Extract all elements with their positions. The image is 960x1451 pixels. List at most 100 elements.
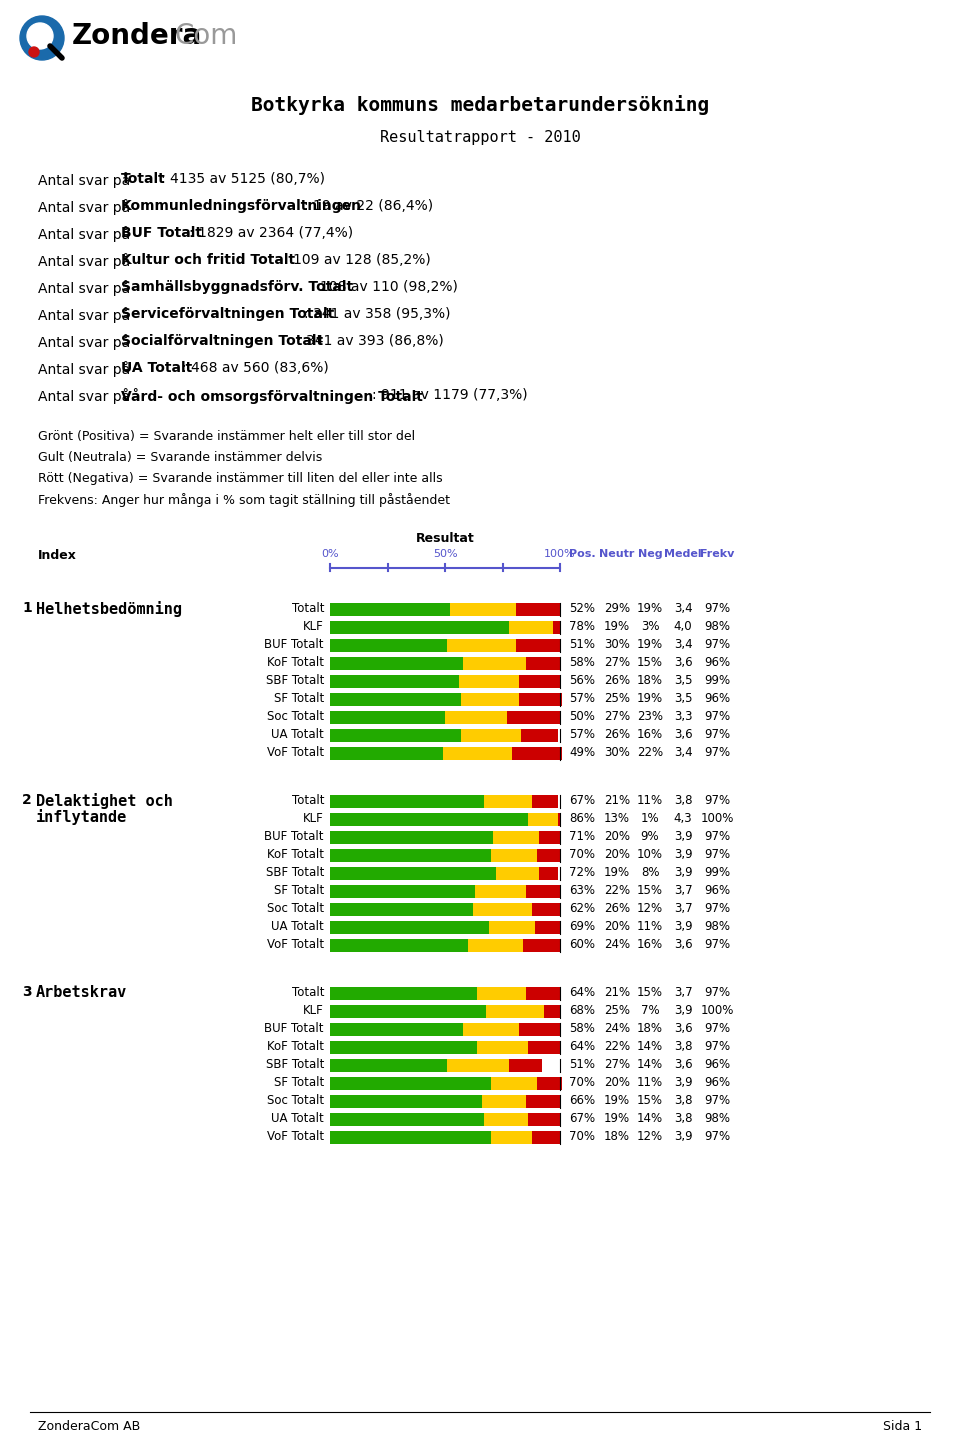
Text: BUF Totalt: BUF Totalt [265, 830, 324, 843]
Text: 4,0: 4,0 [674, 620, 692, 633]
Text: 97%: 97% [704, 746, 730, 759]
Text: 20%: 20% [604, 847, 630, 860]
Text: 96%: 96% [704, 692, 730, 705]
Bar [525, 1096, 560, 1109]
Text: 70%: 70% [569, 847, 595, 860]
Circle shape [20, 16, 64, 59]
Text: 58%: 58% [569, 656, 595, 669]
Bar [330, 1023, 464, 1036]
Text: Antal svar på: Antal svar på [38, 361, 134, 377]
Bar [459, 675, 518, 688]
Bar [330, 711, 445, 724]
Bar [330, 813, 528, 826]
Text: 24%: 24% [604, 1022, 630, 1035]
Text: : 4135 av 5125 (80,7%): : 4135 av 5125 (80,7%) [161, 173, 325, 186]
Text: Antal svar på: Antal svar på [38, 252, 134, 268]
Text: 78%: 78% [569, 620, 595, 633]
Bar [540, 868, 558, 879]
Bar [518, 675, 560, 688]
Text: Socialförvaltningen Totalt: Socialförvaltningen Totalt [121, 334, 323, 348]
Text: 58%: 58% [569, 1022, 595, 1035]
Text: 3,6: 3,6 [674, 1058, 692, 1071]
Text: 3,7: 3,7 [674, 903, 692, 916]
Text: 97%: 97% [704, 1022, 730, 1035]
Text: 96%: 96% [704, 884, 730, 897]
Bar [491, 1077, 537, 1090]
Text: 97%: 97% [704, 638, 730, 651]
Text: 96%: 96% [704, 1058, 730, 1071]
Text: KoF Totalt: KoF Totalt [267, 1040, 324, 1053]
Text: 63%: 63% [569, 884, 595, 897]
Text: Sida 1: Sida 1 [883, 1421, 922, 1434]
Text: 97%: 97% [704, 710, 730, 723]
Text: Vård- och omsorgsförvaltningen Totalt: Vård- och omsorgsförvaltningen Totalt [121, 387, 422, 403]
Text: : 341 av 358 (95,3%): : 341 av 358 (95,3%) [304, 308, 450, 321]
Text: 3,3: 3,3 [674, 710, 692, 723]
Bar [472, 903, 533, 916]
Text: 16%: 16% [636, 937, 663, 950]
Text: 97%: 97% [704, 1040, 730, 1053]
Text: 15%: 15% [637, 656, 663, 669]
Text: 27%: 27% [604, 710, 630, 723]
Text: 27%: 27% [604, 1058, 630, 1071]
Text: 3,8: 3,8 [674, 794, 692, 807]
Circle shape [29, 46, 39, 57]
Text: VoF Totalt: VoF Totalt [267, 937, 324, 950]
Text: 12%: 12% [636, 1130, 663, 1143]
Bar [510, 1059, 541, 1072]
Text: 49%: 49% [569, 746, 595, 759]
Text: 3,9: 3,9 [674, 866, 692, 879]
Bar [475, 885, 525, 898]
Bar [445, 711, 507, 724]
Text: 11%: 11% [636, 794, 663, 807]
Text: SBF Totalt: SBF Totalt [266, 675, 324, 686]
Text: 97%: 97% [704, 1094, 730, 1107]
Text: 15%: 15% [637, 987, 663, 998]
Bar [330, 987, 477, 1000]
Bar [493, 831, 540, 844]
Text: 20%: 20% [604, 920, 630, 933]
Bar [516, 638, 560, 651]
Text: 13%: 13% [604, 813, 630, 826]
Text: 98%: 98% [704, 620, 730, 633]
Text: UA Totalt: UA Totalt [272, 920, 324, 933]
Text: 1: 1 [22, 601, 32, 615]
Text: Totalt: Totalt [292, 794, 324, 807]
Text: ZonderaCom AB: ZonderaCom AB [38, 1421, 140, 1434]
Text: 19%: 19% [636, 602, 663, 615]
Bar [540, 831, 560, 844]
Text: 100%: 100% [700, 1004, 733, 1017]
Bar [537, 1077, 563, 1090]
Bar [510, 621, 553, 634]
Bar [484, 795, 533, 808]
Text: 97%: 97% [704, 1130, 730, 1143]
Bar [528, 1040, 560, 1053]
Text: Botkyrka kommuns medarbetarundersökning: Botkyrka kommuns medarbetarundersökning [251, 94, 709, 115]
Text: Grönt (Positiva) = Svarande instämmer helt eller till stor del: Grönt (Positiva) = Svarande instämmer he… [38, 429, 415, 443]
Text: 99%: 99% [704, 866, 730, 879]
Text: 51%: 51% [569, 638, 595, 651]
Text: 19%: 19% [604, 620, 630, 633]
Text: 3,9: 3,9 [674, 1077, 692, 1090]
Text: 3,7: 3,7 [674, 884, 692, 897]
Text: 27%: 27% [604, 656, 630, 669]
Bar [487, 1006, 544, 1019]
Bar [330, 831, 493, 844]
Bar [477, 1040, 528, 1053]
Bar [461, 728, 521, 741]
Text: VoF Totalt: VoF Totalt [267, 1130, 324, 1143]
Text: 96%: 96% [704, 656, 730, 669]
Text: UA Totalt: UA Totalt [121, 361, 192, 374]
Text: 14%: 14% [636, 1111, 663, 1125]
Text: 15%: 15% [637, 884, 663, 897]
Text: KLF: KLF [303, 620, 324, 633]
Text: 3%: 3% [640, 620, 660, 633]
Bar [528, 1113, 560, 1126]
Text: KLF: KLF [303, 813, 324, 826]
Bar [558, 813, 560, 826]
Bar [330, 868, 495, 879]
Text: 7%: 7% [640, 1004, 660, 1017]
Text: Totalt: Totalt [292, 987, 324, 998]
Bar [512, 747, 563, 760]
Text: 50%: 50% [569, 710, 595, 723]
